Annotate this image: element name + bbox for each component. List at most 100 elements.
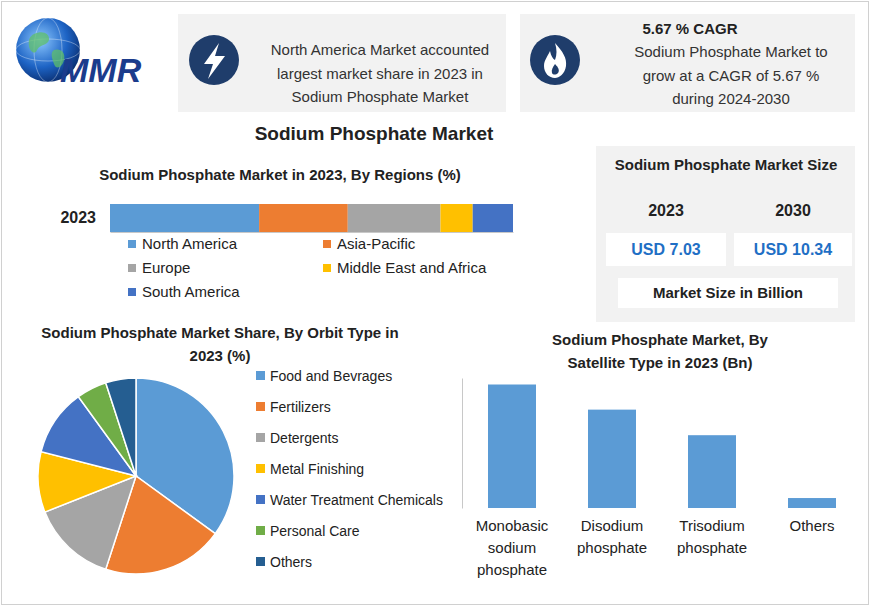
infographic: MMR North America Market accounted largest…: [0, 0, 870, 606]
legend-label: Middle East and Africa: [337, 259, 487, 276]
legend: Food and BevragesFertilizersDetergentsMe…: [256, 368, 443, 570]
info-text: during 2024-2030: [672, 90, 790, 107]
bar: [688, 435, 736, 508]
value-box: [734, 233, 852, 266]
category-label: 2023: [60, 209, 96, 226]
logo-text: MMR: [60, 51, 142, 89]
bar: [788, 498, 836, 508]
legend-label: Water Treatment Chemicals: [270, 492, 443, 508]
tick: Trisodium phosphate: [677, 517, 747, 556]
tick: 2023: [60, 209, 96, 226]
text-line: phosphate: [577, 539, 647, 556]
legend-label: Food and Bevrages: [270, 368, 392, 384]
caption-text: Market Size in Billion: [653, 284, 803, 301]
info-text: grow at a CAGR of 5.67 %: [643, 67, 820, 84]
text-line: sodium: [488, 539, 536, 556]
frame: [2, 2, 869, 605]
info-box-bg: [178, 14, 506, 112]
legend-swatch: [256, 402, 265, 411]
tick: Monobasic sodium phosphate: [476, 517, 549, 578]
slice: [106, 378, 136, 476]
info-text: Sodium Phosphate Market: [292, 88, 470, 105]
value-axis: [462, 379, 463, 509]
pie-chart: Sodium Phosphate Market Share, By Orbit …: [38, 324, 443, 574]
info-heading: 5.67 % CAGR: [642, 20, 737, 37]
legend-swatch: [256, 495, 265, 504]
value-box: [606, 233, 726, 266]
year-label: 2023: [648, 202, 684, 219]
legend-swatch: [256, 557, 265, 566]
tick: Disodium phosphate: [577, 517, 647, 556]
icon-flame: [544, 43, 566, 78]
legend-label: Asia-Pacific: [337, 235, 416, 252]
text-line: phosphate: [477, 561, 547, 578]
text-line: Sodium Phosphate Market in 2023, By Regi…: [99, 166, 461, 183]
text-line: Satellite Type in 2023 (Bn): [568, 354, 753, 371]
chart-title: Sodium Phosphate Market, By Satellite Typ…: [552, 331, 769, 371]
icon-circle: [530, 35, 580, 85]
legend-swatch: [256, 433, 265, 442]
panel-title: Sodium Phosphate Market Size: [615, 156, 838, 173]
value-text: USD 7.03: [631, 241, 700, 258]
bar: [259, 204, 348, 232]
value-axis: [111, 232, 514, 233]
value-text: USD 10.34: [754, 241, 832, 258]
text-line: Disodium: [581, 517, 644, 534]
bar: [348, 204, 441, 232]
info-text: Sodium Phosphate Market to: [634, 43, 827, 60]
legend-swatch: [128, 240, 136, 248]
legend-swatch: [323, 240, 331, 248]
legend-swatch: [128, 264, 136, 272]
legend-label: South America: [142, 283, 240, 300]
icon-bolt: [204, 43, 225, 79]
legend-label: Personal Care: [270, 523, 360, 539]
bar: [110, 204, 259, 232]
main-title: Sodium Phosphate Market: [255, 123, 494, 144]
text-line: Others: [789, 517, 834, 534]
text-line: Sodium Phosphate Market Share, By Orbit …: [41, 324, 398, 341]
bar: [488, 385, 536, 509]
text-line: 2023 (%): [190, 347, 251, 364]
legend-swatch: [323, 264, 331, 272]
info-box: 5.67 % CAGR Sodium Phosphate Market to gro…: [520, 14, 855, 112]
category-label: Monobasic sodium phosphate: [476, 517, 549, 578]
caption-box: [618, 278, 838, 308]
legend-label: Europe: [142, 259, 190, 276]
legend-label: North America: [142, 235, 238, 252]
legend-label: Fertilizers: [270, 399, 331, 415]
bar: [588, 410, 636, 508]
bars: [488, 385, 836, 509]
info-box: North America Market accounted largest ma…: [178, 14, 506, 112]
legend-swatch: [128, 288, 136, 296]
legend: North America Asia-Pacific Europe Middle Ea…: [128, 235, 487, 300]
info-text: largest market share in 2023 in: [277, 65, 483, 82]
text-line: phosphate: [677, 539, 747, 556]
info-box-bg: [520, 14, 855, 112]
icon-circle: [189, 35, 239, 85]
tick: Others: [789, 517, 834, 534]
category-axis: Monobasic sodium phosphate Disodium phosphat…: [476, 517, 835, 578]
chart-title: Sodium Phosphate Market Share, By Orbit …: [41, 324, 398, 364]
text-line: Monobasic: [476, 517, 549, 534]
category-label: Trisodium phosphate: [677, 517, 747, 556]
canvas: MMR North America Market accounted largest…: [0, 0, 870, 606]
category-label: Others: [789, 517, 834, 534]
text-line: Sodium Phosphate Market, By: [552, 331, 769, 348]
panel-bg: [596, 146, 855, 322]
bar: [440, 204, 472, 232]
text-line: Trisodium: [679, 517, 744, 534]
axis-line: [462, 379, 463, 509]
chart-title: Sodium Phosphate Market in 2023, By Regi…: [99, 166, 461, 183]
info-text: North America Market accounted: [271, 41, 489, 58]
category-axis: 2023: [60, 209, 96, 226]
axis-line: [111, 232, 514, 233]
bar-chart: Sodium Phosphate Market, By Satellite Typ…: [463, 331, 837, 578]
legend-label: Others: [270, 554, 312, 570]
year-label: 2030: [775, 202, 811, 219]
bar-chart: Sodium Phosphate Market in 2023, By Regi…: [60, 166, 513, 300]
category-label: Disodium phosphate: [577, 517, 647, 556]
slices: [38, 378, 234, 574]
legend-swatch: [256, 464, 265, 473]
legend-swatch: [256, 371, 265, 380]
bars: [110, 204, 513, 232]
